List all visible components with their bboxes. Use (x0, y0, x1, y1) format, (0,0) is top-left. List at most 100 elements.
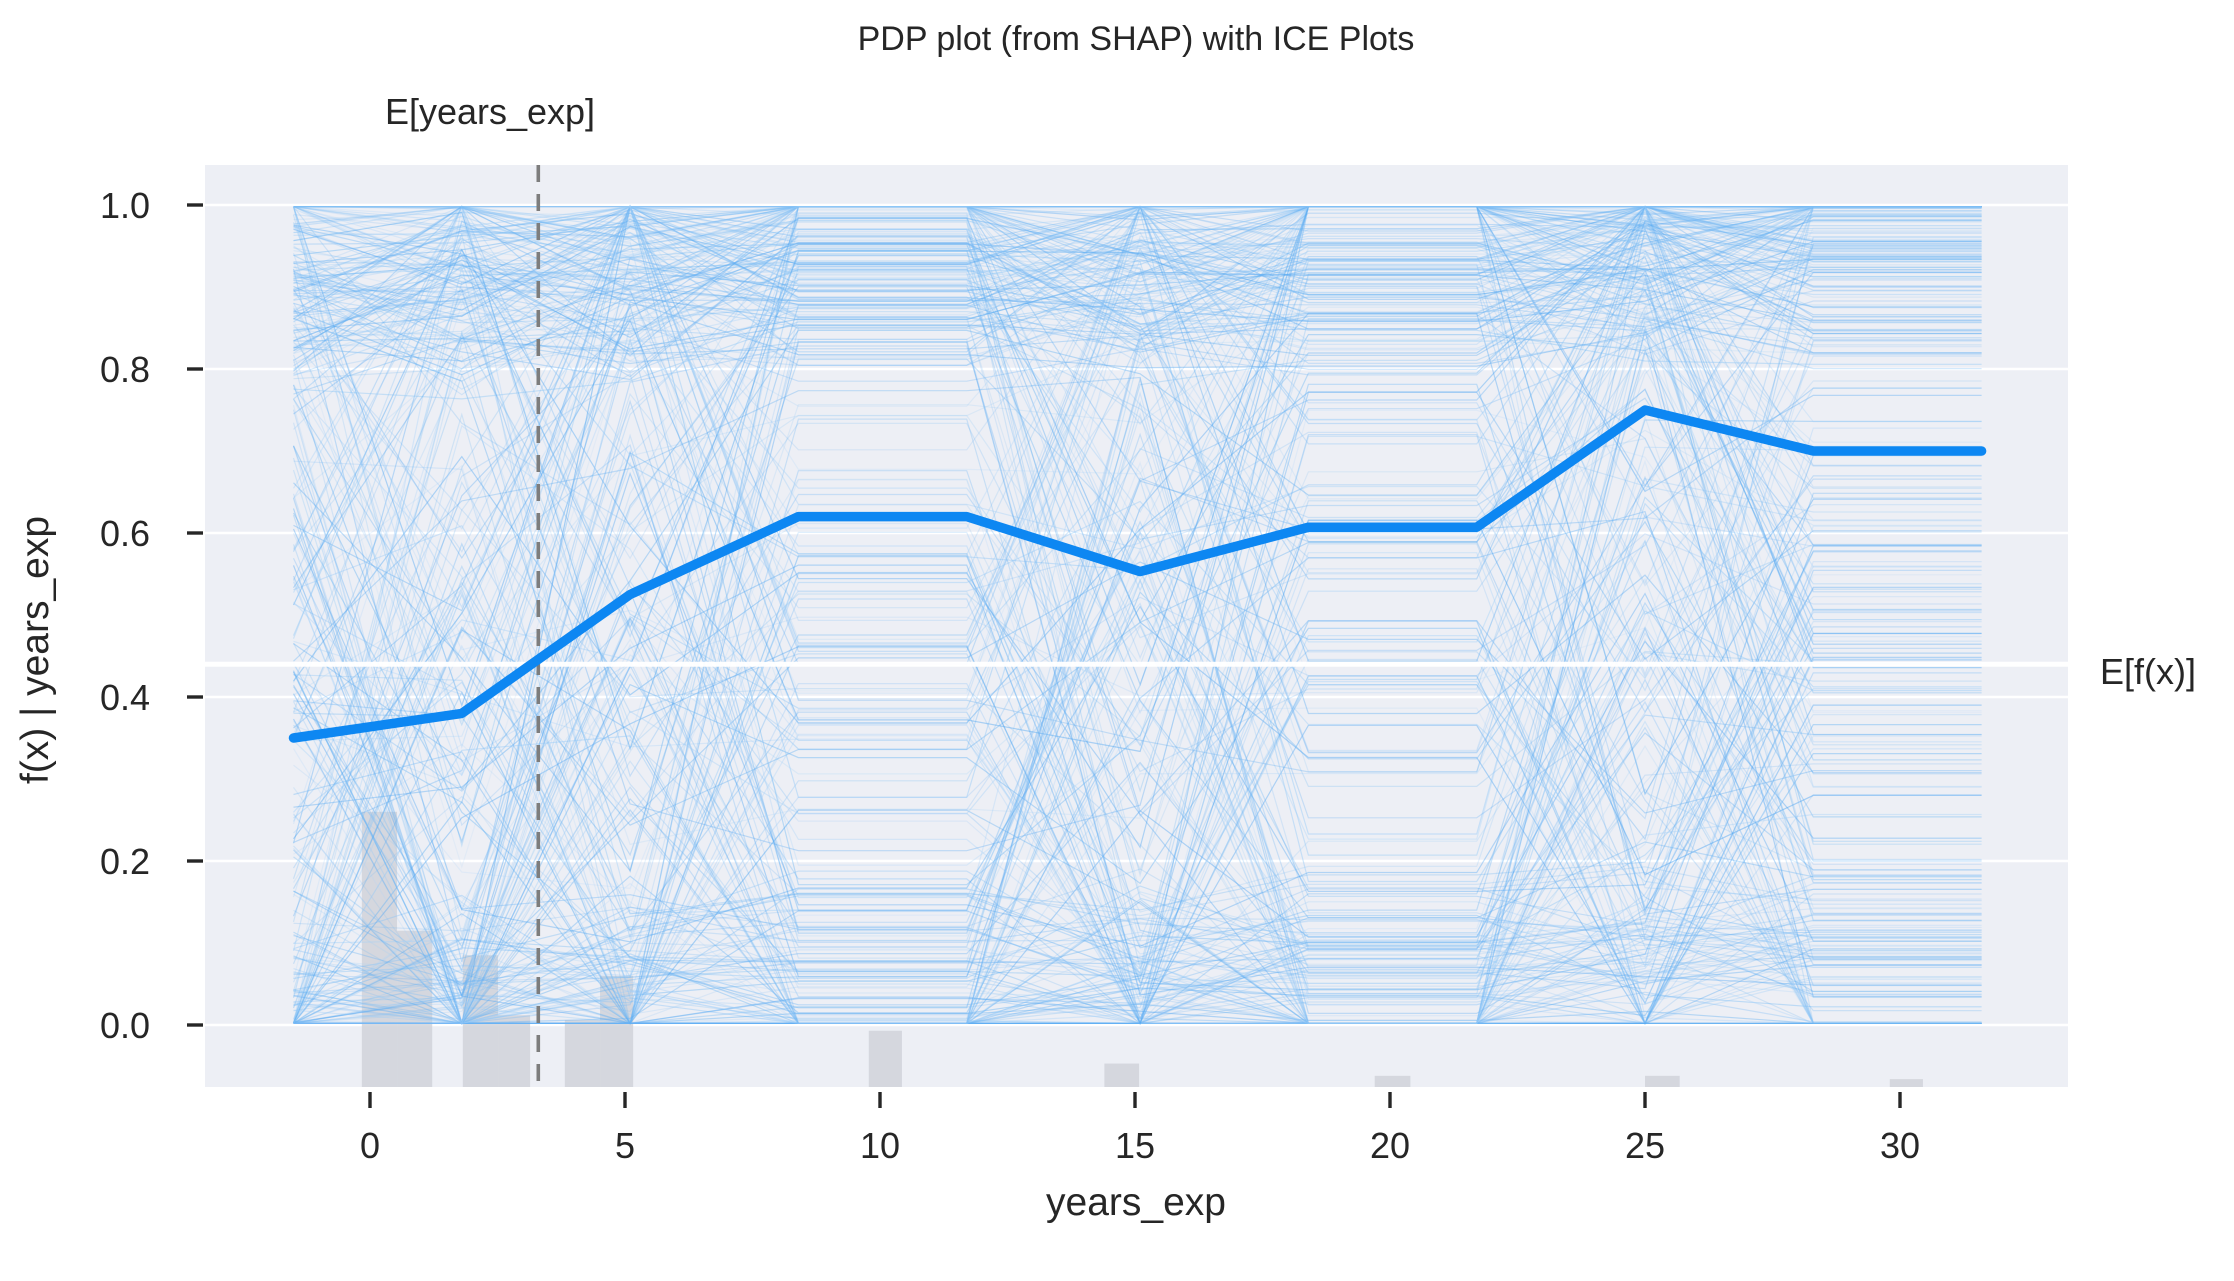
ice-line (292, 542, 1982, 1009)
ice-line (293, 217, 1982, 339)
ice-line (293, 809, 1982, 1025)
tick-labels: 1.0 0.8 0.6 0.4 0.2 0.0 0 5 10 15 20 25 30 (100, 185, 1920, 1166)
ice-line (293, 684, 1982, 993)
ice-line (293, 519, 1982, 1025)
ice-line (293, 256, 1982, 364)
ice-line (293, 546, 1982, 1025)
ice-line (292, 368, 1982, 918)
ice-line (292, 205, 1982, 724)
ice-line (293, 206, 1982, 355)
ice-line (293, 206, 1982, 551)
ice-line (293, 967, 1982, 1025)
ice-line (293, 241, 1982, 875)
ice-line (293, 560, 1982, 1025)
ice-line (293, 240, 1982, 362)
ice-line (293, 564, 1982, 1025)
ice-line (292, 445, 1982, 1025)
ice-line (293, 337, 1982, 980)
ice-line (293, 786, 1982, 1025)
ice-line (293, 288, 1982, 985)
ice-line (293, 624, 1982, 1024)
ice-line (293, 233, 1982, 335)
ice-line (292, 206, 1982, 1025)
x-tick-label: 10 (860, 1125, 900, 1166)
ice-line (293, 206, 1982, 339)
ice-line (293, 205, 1982, 323)
ice-line (293, 220, 1982, 873)
ice-line (293, 893, 1982, 1025)
ice-line (293, 331, 1982, 1025)
y-axis-label: f(x) | years_exp (14, 516, 57, 784)
ice-line (293, 210, 1982, 451)
ice-line (293, 205, 1982, 291)
ice-line (292, 221, 1982, 1025)
ice-line (292, 206, 1982, 917)
ice-line (293, 316, 1982, 1025)
ice-line (293, 574, 1982, 1025)
ice-line (293, 206, 1982, 318)
ice-line (293, 296, 1982, 400)
ice-line (292, 206, 1982, 1026)
ice-line (293, 205, 1982, 281)
ice-line (293, 211, 1982, 751)
ice-line (293, 678, 1982, 1025)
ice-line (293, 210, 1982, 351)
ice-line (293, 921, 1982, 1025)
hist-bar (498, 1015, 531, 1087)
ice-line (292, 205, 1982, 750)
x-tick-label: 0 (360, 1125, 380, 1166)
ice-line (293, 206, 1982, 350)
ice-line (293, 387, 1982, 1025)
ice-line (293, 213, 1982, 351)
ice-line (293, 211, 1982, 306)
ice-line (293, 270, 1982, 354)
ice-line (293, 561, 1982, 987)
ice-line (293, 714, 1982, 1025)
ice-line (293, 205, 1982, 644)
ice-line (293, 664, 1982, 1025)
ice-line (293, 206, 1982, 340)
ice-line (293, 216, 1982, 348)
ice-line (293, 520, 1982, 1025)
ice-line (293, 478, 1982, 1025)
hist-bar (462, 955, 499, 1087)
ice-line (293, 206, 1982, 342)
ice-line (292, 206, 1982, 937)
ice-line (292, 412, 1982, 1020)
ice-line (293, 355, 1982, 1024)
ice-line (293, 271, 1982, 376)
ice-line (293, 237, 1982, 544)
ice-line (293, 478, 1982, 1024)
ice-line (293, 602, 1982, 1025)
ice-line (292, 205, 1982, 1024)
ice-line (293, 217, 1982, 377)
ice-line (293, 205, 1982, 913)
ice-line (293, 205, 1982, 841)
ice-line (292, 338, 1982, 1025)
ice-line (293, 206, 1982, 873)
ice-line (292, 207, 1982, 1025)
ice-line (293, 233, 1982, 375)
ice-line (292, 224, 1982, 898)
y-tick-label: 0.6 (100, 513, 150, 554)
ice-line (293, 569, 1982, 1026)
ice-line (292, 497, 1982, 1025)
ice-line (293, 222, 1982, 378)
ice-line (292, 647, 1982, 1025)
ice-line (292, 206, 1982, 694)
ice-line (292, 581, 1982, 1004)
ice-line (293, 470, 1982, 1025)
y-tick-label: 1.0 (100, 185, 150, 226)
ice-line (292, 399, 1982, 972)
ice-line (293, 206, 1982, 717)
ice-line (293, 917, 1982, 1024)
ice-line (292, 216, 1982, 735)
ice-line (293, 545, 1982, 1025)
ice-line (293, 205, 1982, 282)
ice-line (293, 205, 1982, 621)
ice-line (293, 206, 1982, 260)
ice-line (292, 512, 1982, 1025)
ice-line (292, 217, 1982, 1025)
ice-line (293, 752, 1982, 1025)
